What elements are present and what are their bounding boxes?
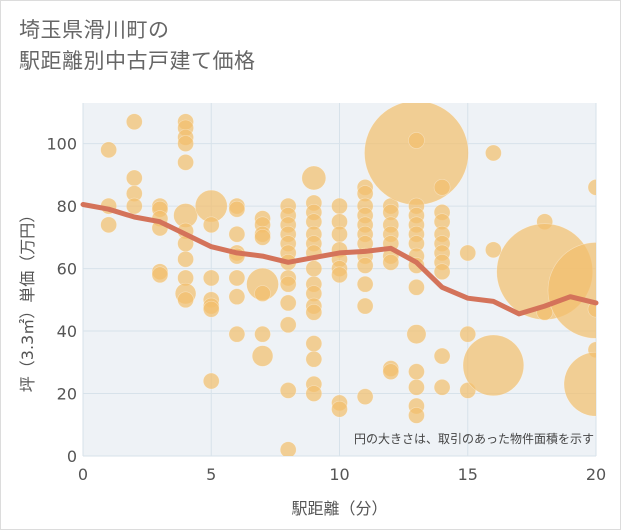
bubble-point xyxy=(251,345,274,367)
bubble-point xyxy=(408,132,425,149)
y-tick-label: 60 xyxy=(57,260,77,279)
bubble-point xyxy=(563,351,596,417)
bubble-point xyxy=(485,241,502,259)
bubble-point xyxy=(305,385,323,402)
bubble-point xyxy=(279,441,297,456)
bubble-point xyxy=(406,324,427,345)
bubble-point xyxy=(305,260,323,277)
bubble-point xyxy=(485,144,502,162)
bubble-point xyxy=(382,254,400,271)
bubble-point xyxy=(331,225,348,243)
bubble-point xyxy=(356,297,374,315)
bubble-point xyxy=(126,169,143,187)
x-tick-label: 15 xyxy=(458,465,478,484)
bubble-point xyxy=(279,294,297,312)
bubble-point xyxy=(408,407,425,424)
bubble-point xyxy=(305,335,323,352)
bubble-point xyxy=(254,229,271,246)
bubble-point xyxy=(126,197,143,215)
bubble-point xyxy=(331,197,348,215)
bubble-point xyxy=(228,325,246,343)
bubble-point xyxy=(356,275,374,293)
bubble-point xyxy=(254,285,271,302)
bubble-point xyxy=(305,304,323,321)
bubble-point xyxy=(202,216,220,234)
bubble-point xyxy=(459,244,477,262)
bubble-point xyxy=(279,382,297,399)
chart-title-line-2: 駅距離別中古戸建て価格 xyxy=(19,49,256,73)
x-tick-label: 10 xyxy=(329,465,349,484)
bubble-point xyxy=(228,288,246,305)
y-tick-label: 20 xyxy=(57,385,77,404)
bubble-point xyxy=(126,113,143,131)
x-tick-label: 20 xyxy=(586,465,606,484)
bubble-point xyxy=(331,266,348,284)
bubble-point xyxy=(228,269,246,287)
bubble-point xyxy=(408,363,425,380)
bubble-point xyxy=(202,372,220,390)
bubble-point xyxy=(459,325,477,343)
chart-title: 埼玉県滑川町の 駅距離別中古戸建て価格 xyxy=(19,15,256,77)
bubble-point xyxy=(100,216,117,234)
x-tick-label: 0 xyxy=(78,465,88,484)
y-tick-label: 100 xyxy=(46,135,77,154)
bubble-point xyxy=(587,179,596,196)
y-tick-label: 40 xyxy=(57,322,77,341)
bubble-series xyxy=(100,103,596,456)
bubble-point xyxy=(100,141,117,159)
bubble-point xyxy=(177,250,194,268)
bubble-point xyxy=(279,275,297,293)
x-tick-label: 5 xyxy=(206,465,216,484)
bubble-point xyxy=(433,263,451,280)
y-axis-label: 坪（3.3㎡）単価（万円） xyxy=(18,207,37,392)
bubble-point xyxy=(254,325,271,343)
bubble-point xyxy=(382,363,400,380)
x-axis-label: 駅距離（分） xyxy=(291,499,387,518)
bubble-point xyxy=(301,165,327,191)
y-tick-label: 80 xyxy=(57,197,77,216)
bubble-point xyxy=(356,257,374,274)
bubble-point xyxy=(331,400,348,418)
bubble-point xyxy=(433,378,451,396)
trend-line xyxy=(80,202,599,317)
bubble-point xyxy=(177,291,194,309)
bubble-point xyxy=(462,334,525,397)
x-axis-ticks: 0 5 10 15 20 xyxy=(78,465,606,484)
y-axis-ticks: 0 20 40 60 80 100 xyxy=(46,135,77,466)
bubble-size-note: 円の大きさは、取引のあった物件面積を示す xyxy=(354,431,594,446)
bubble-point xyxy=(364,103,469,206)
bubble-point xyxy=(547,242,596,339)
bubble-point xyxy=(177,135,194,152)
bubble-point xyxy=(177,154,194,171)
bubble-point xyxy=(305,350,323,368)
bubble-point xyxy=(202,269,220,287)
chart-title-line-1: 埼玉県滑川町の xyxy=(19,18,170,42)
bubble-point xyxy=(408,378,425,396)
bubble-point xyxy=(587,300,596,318)
bubble-point xyxy=(228,200,246,218)
bubble-point xyxy=(356,388,374,405)
bubble-point xyxy=(279,316,297,334)
bubble-point xyxy=(433,179,451,196)
bubble-point xyxy=(228,225,246,243)
bubble-point xyxy=(202,300,220,318)
y-tick-label: 0 xyxy=(67,447,77,466)
bubble-point xyxy=(408,279,425,296)
bubble-point xyxy=(151,266,169,284)
bubble-point xyxy=(433,347,451,365)
